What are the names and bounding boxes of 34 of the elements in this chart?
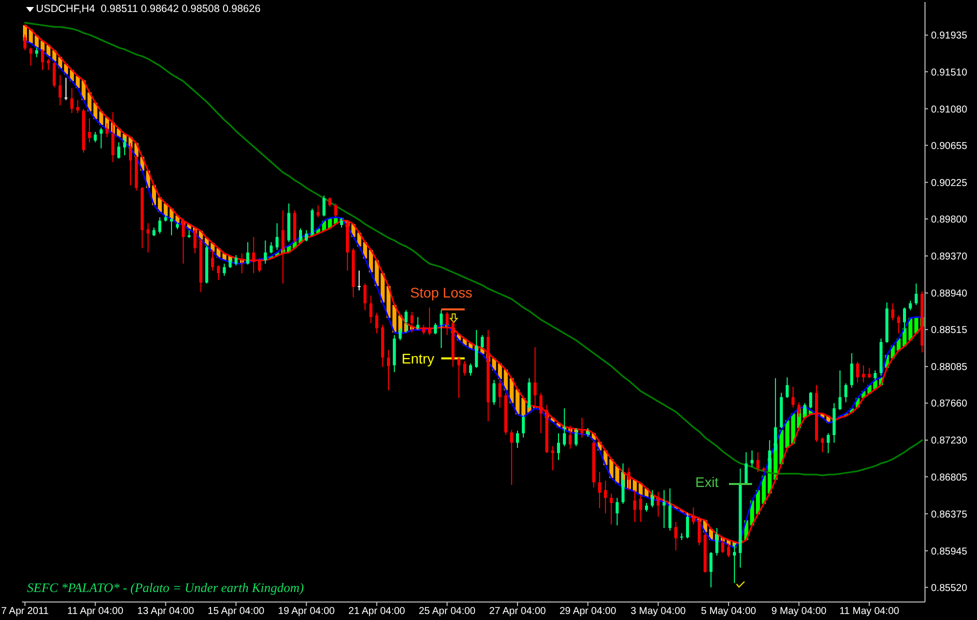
chart-title: USDCHF,H4 0.98511 0.98642 0.98508 0.98626 (36, 3, 261, 15)
y-tick-label: 0.89370 (931, 251, 968, 262)
y-tick-label: 0.90655 (931, 140, 968, 152)
y-tick-label: 0.91935 (931, 30, 968, 42)
y-tick-label: 0.86375 (931, 509, 968, 520)
x-tick-label: 11 May 04:00 (839, 606, 900, 618)
y-tick-label: 0.85520 (931, 582, 968, 594)
x-tick-label: 27 Apr 04:00 (489, 606, 546, 618)
annotation: SEFC *PALATO* - (Palato = Under earth Kingdom) (27, 580, 304, 595)
annotation: Exit (695, 474, 719, 490)
x-tick-label: 3 May 04:00 (630, 606, 686, 618)
y-tick-label: 0.91080 (931, 104, 968, 116)
y-tick-label: 0.88515 (931, 325, 968, 336)
annotation: Entry (402, 350, 434, 366)
y-tick-label: 0.88940 (931, 288, 968, 300)
x-tick-label: 19 Apr 04:00 (278, 606, 336, 618)
annotation: Stop Loss (410, 284, 472, 300)
y-tick-label: 0.87230 (931, 436, 968, 447)
y-tick-label: 0.91510 (931, 67, 968, 78)
x-tick-label: 13 Apr 04:00 (137, 606, 194, 618)
y-tick-label: 0.89800 (931, 214, 968, 226)
x-tick-label: 21 Apr 04:00 (348, 606, 406, 618)
x-tick-label: 29 Apr 04:00 (559, 606, 617, 618)
y-tick-label: 0.87660 (931, 398, 968, 410)
y-tick-label: 0.90225 (931, 178, 968, 189)
x-tick-label: 5 May 04:00 (701, 606, 757, 618)
x-tick-label: 25 Apr 04:00 (418, 606, 476, 618)
x-tick-label: 15 Apr 04:00 (208, 606, 265, 618)
y-tick-label: 0.88085 (931, 362, 968, 374)
x-tick-label: 9 May 04:00 (771, 606, 827, 618)
y-tick-label: 0.86805 (931, 472, 968, 484)
x-tick-label: 11 Apr 04:00 (67, 606, 124, 618)
x-tick-label: 7 Apr 2011 (1, 606, 50, 618)
y-tick-label: 0.85945 (931, 546, 968, 558)
